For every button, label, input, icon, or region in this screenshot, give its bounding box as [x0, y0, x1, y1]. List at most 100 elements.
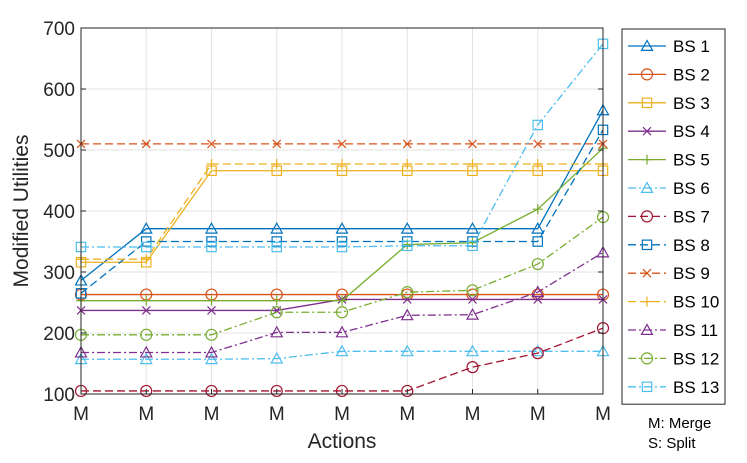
data-point — [271, 241, 283, 253]
series-line — [80, 110, 604, 282]
legend-item: BS 7 — [628, 207, 710, 226]
legend-item: BS 10 — [628, 293, 719, 312]
data-point — [531, 221, 545, 234]
series-line — [81, 170, 603, 263]
legend-marker — [640, 210, 654, 223]
legend-item: BS 3 — [628, 94, 710, 113]
legend-label: BS 6 — [673, 179, 710, 198]
data-point — [531, 257, 544, 271]
data-point — [139, 345, 153, 358]
data-point — [206, 241, 217, 253]
legend-marker — [640, 352, 654, 365]
series-9 — [76, 139, 608, 149]
legend-item: BS 8 — [628, 236, 710, 255]
data-point — [337, 295, 347, 306]
data-point — [140, 328, 153, 341]
y-tick-labels: 100 200 300 400 500 600 700 — [43, 19, 603, 406]
data-point — [207, 306, 216, 315]
data-point — [272, 139, 282, 149]
legend-label: BS 12 — [673, 349, 719, 368]
data-point — [336, 236, 348, 247]
series-line — [81, 327, 604, 392]
data-point — [207, 139, 216, 149]
legend-label: BS 1 — [673, 37, 710, 56]
legend-marker — [640, 39, 654, 52]
series-6 — [74, 344, 610, 365]
data-point — [141, 254, 152, 265]
legend: BS 1 BS 2 BS 3 BS 4 BS 5 BS 6 BS 7 BS 8 BS 9 BS 1… — [621, 28, 726, 405]
data-point — [206, 295, 217, 306]
legend-marker — [641, 239, 653, 251]
legend-marker — [642, 268, 652, 278]
y-axis-label: Modified Utilities — [10, 135, 33, 288]
data-point — [140, 384, 153, 398]
legend-marker — [640, 68, 654, 81]
legend-marker — [640, 181, 654, 193]
legend-item: BS 5 — [628, 151, 710, 170]
data-point — [141, 306, 151, 315]
x-tick-label: M — [269, 404, 285, 425]
y-tick-label: 500 — [43, 141, 75, 162]
legend-label: BS 13 — [673, 378, 719, 397]
data-point — [271, 295, 282, 306]
data-point — [271, 159, 282, 170]
data-point — [337, 139, 347, 149]
data-point — [270, 384, 283, 398]
legend-item: BS 2 — [628, 65, 710, 84]
data-point — [140, 236, 152, 247]
legend-item: BS 9 — [628, 264, 710, 283]
y-tick-label: 200 — [43, 324, 75, 345]
y-tick-label: 600 — [43, 80, 75, 101]
data-point — [532, 204, 543, 215]
data-point — [270, 221, 284, 234]
legend-label: BS 10 — [673, 293, 719, 312]
legend-marker — [642, 154, 652, 165]
data-point — [270, 351, 284, 364]
series-line — [81, 350, 603, 360]
data-point — [532, 236, 544, 247]
data-point — [139, 352, 153, 365]
data-point — [400, 221, 414, 234]
x-tick-label: M — [204, 404, 220, 425]
x-tick-label: M — [334, 404, 350, 425]
data-point — [141, 139, 151, 149]
series-line — [81, 43, 604, 248]
data-point — [337, 159, 347, 170]
data-point — [401, 240, 413, 252]
x-tick-label: M — [530, 404, 546, 425]
data-point — [336, 241, 348, 253]
data-point — [531, 347, 544, 360]
data-point — [468, 295, 477, 304]
data-point — [204, 352, 219, 365]
data-point — [467, 240, 478, 252]
data-point — [139, 221, 153, 234]
legend-item: BS 12 — [628, 349, 719, 368]
y-tick-label: 300 — [43, 263, 75, 284]
data-point — [204, 345, 219, 358]
series-line — [81, 216, 604, 336]
legend-label: BS 2 — [673, 65, 710, 84]
data-point — [204, 221, 219, 234]
legend-label: BS 3 — [673, 94, 710, 113]
data-point — [532, 159, 543, 170]
data-point — [335, 325, 349, 338]
data-point — [402, 139, 412, 149]
data-point — [335, 384, 349, 398]
data-point — [140, 241, 152, 253]
data-point — [335, 344, 349, 357]
legend-marker — [641, 381, 653, 393]
series-lines — [74, 38, 610, 398]
legend-marker — [641, 97, 653, 109]
legend-label: BS 7 — [673, 207, 710, 226]
grid-lines — [80, 27, 604, 395]
x-tick-label: M — [399, 404, 415, 425]
data-point — [205, 328, 218, 341]
data-point — [335, 306, 349, 319]
note-merge: M: Merge — [648, 415, 711, 432]
data-point — [401, 384, 414, 398]
data-point — [271, 236, 283, 247]
data-point — [465, 221, 480, 234]
data-point — [270, 306, 283, 319]
data-point — [468, 139, 477, 149]
data-point — [205, 384, 218, 398]
